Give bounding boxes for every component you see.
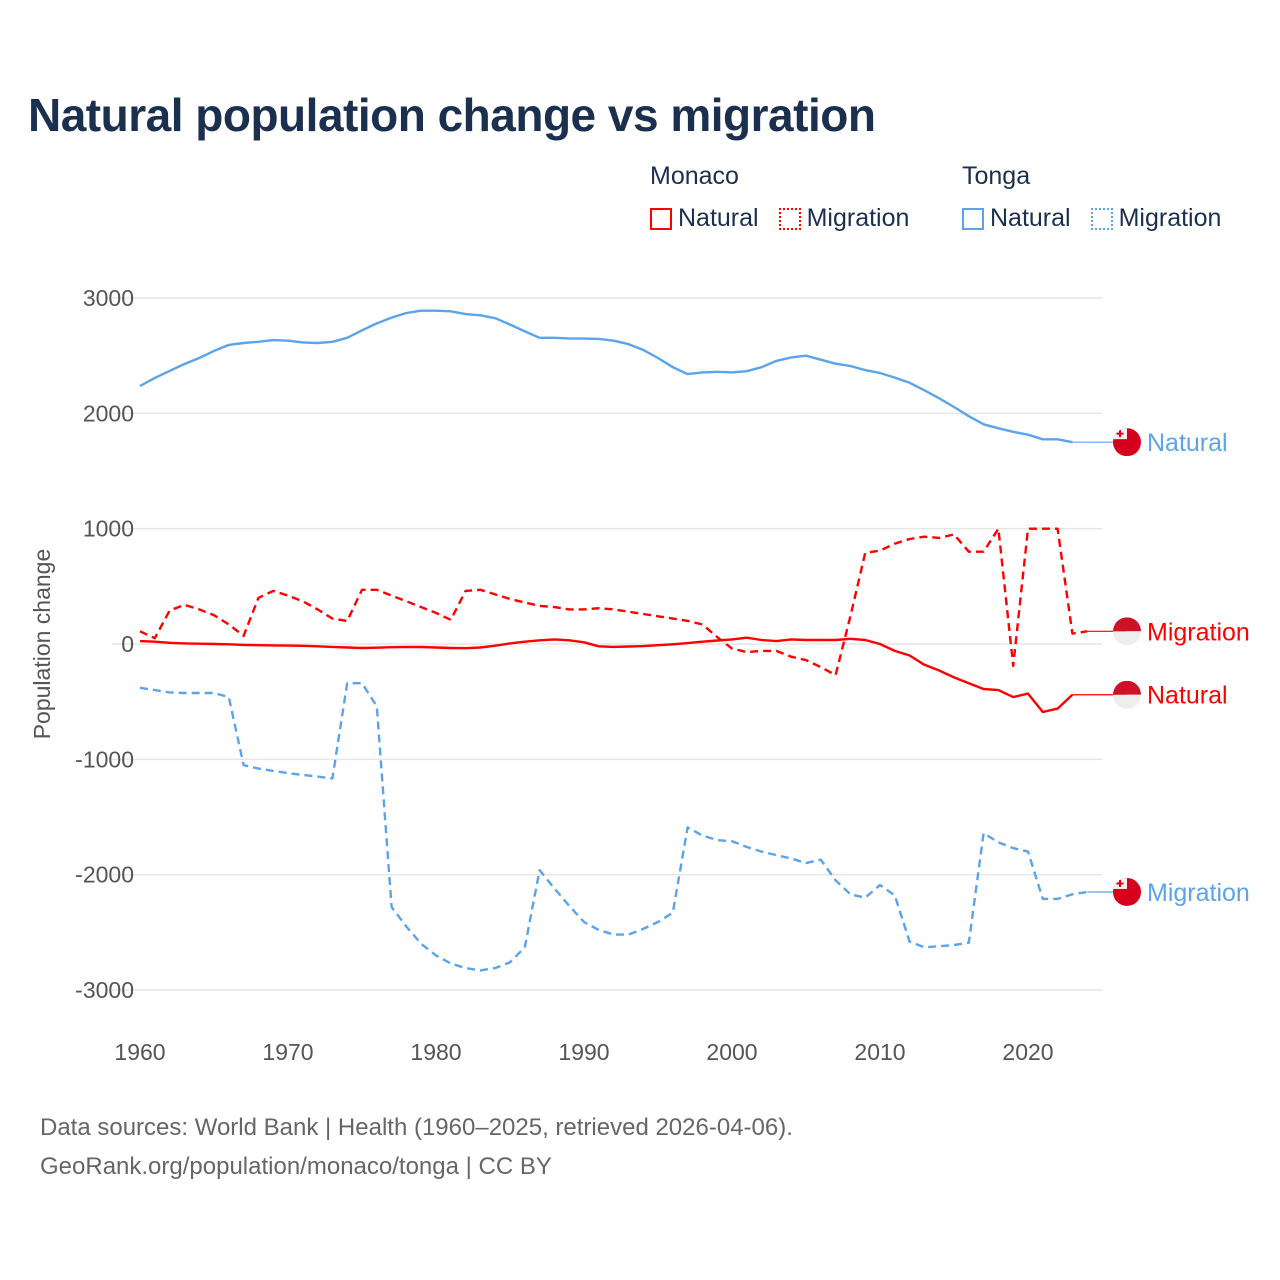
chart-title: Natural population change vs migration	[28, 89, 876, 141]
x-tick-label: 2000	[706, 1039, 757, 1065]
series-line-monaco-natural	[139, 636, 1074, 714]
x-tick-label: 2010	[854, 1039, 905, 1065]
end-label: Natural	[1147, 682, 1228, 710]
legend-label: Migration	[1118, 204, 1222, 232]
legend-swatch-dotted	[778, 207, 801, 230]
flag-clip	[1113, 617, 1141, 646]
monaco-flag-icon	[1113, 617, 1141, 646]
end-label: Migration	[1147, 618, 1250, 646]
end-label: Migration	[1147, 879, 1250, 907]
legend-swatch-dotted	[1090, 207, 1113, 230]
monaco-flag-icon	[1113, 680, 1141, 709]
legend-item-monaco-natural[interactable]: Natural	[650, 204, 759, 233]
flag-red-band	[1113, 617, 1141, 632]
flag-red-band	[1113, 680, 1141, 695]
legend-label: Natural	[678, 204, 759, 232]
tonga-flag-icon	[1113, 428, 1141, 457]
flag-cross-h	[1116, 882, 1124, 885]
series-line-monaco-migration	[139, 527, 1088, 677]
legend-group-tonga: Tonga	[962, 162, 1031, 190]
footer-link[interactable]: GeoRank.org/population/monaco/tonga | CC…	[40, 1153, 552, 1180]
flag-white-band	[1113, 631, 1141, 646]
footer-sources: Data sources: World Bank | Health (1960–…	[40, 1114, 793, 1141]
y-tick-label: -3000	[75, 977, 134, 1003]
legend-label: Natural	[990, 204, 1071, 232]
flag-clip	[1113, 428, 1141, 457]
y-tick-label: 2000	[83, 400, 134, 426]
legend-group-monaco: Monaco	[650, 162, 739, 190]
tonga-flag-icon	[1113, 877, 1141, 906]
x-tick-label: 1970	[262, 1039, 313, 1065]
x-tick-label: 1980	[410, 1039, 461, 1065]
x-tick-label: 1990	[558, 1039, 609, 1065]
end-label: Natural	[1147, 429, 1228, 457]
series-line-tonga-natural	[139, 309, 1073, 444]
legend-item-monaco-migration[interactable]: Migration	[778, 204, 910, 233]
x-tick-label: 2020	[1002, 1039, 1053, 1065]
y-axis-label: Population change	[29, 549, 55, 740]
y-tick-label: -1000	[75, 746, 134, 772]
y-tick-label: 0	[121, 631, 134, 657]
legend-swatch-solid	[962, 207, 984, 230]
y-tick-label: 3000	[83, 285, 134, 311]
y-tick-label: -2000	[75, 862, 134, 888]
legend-label: Migration	[806, 204, 910, 232]
flag-clip	[1113, 680, 1141, 709]
flag-clip	[1113, 877, 1141, 906]
legend-item-tonga-natural[interactable]: Natural	[962, 204, 1071, 233]
legend-swatch-solid	[650, 207, 672, 230]
flag-cross-h	[1116, 432, 1124, 435]
y-tick-label: 1000	[83, 516, 134, 542]
flag-white-band	[1113, 694, 1141, 709]
legend-tonga: Natural Migration	[962, 204, 1221, 233]
series-line-tonga-migration	[139, 682, 1088, 972]
x-tick-label: 1960	[114, 1039, 165, 1065]
legend-item-tonga-migration[interactable]: Migration	[1090, 204, 1222, 233]
legend-monaco: Natural Migration	[650, 204, 909, 233]
footer: Data sources: World Bank | Health (1960–…	[40, 1108, 793, 1186]
